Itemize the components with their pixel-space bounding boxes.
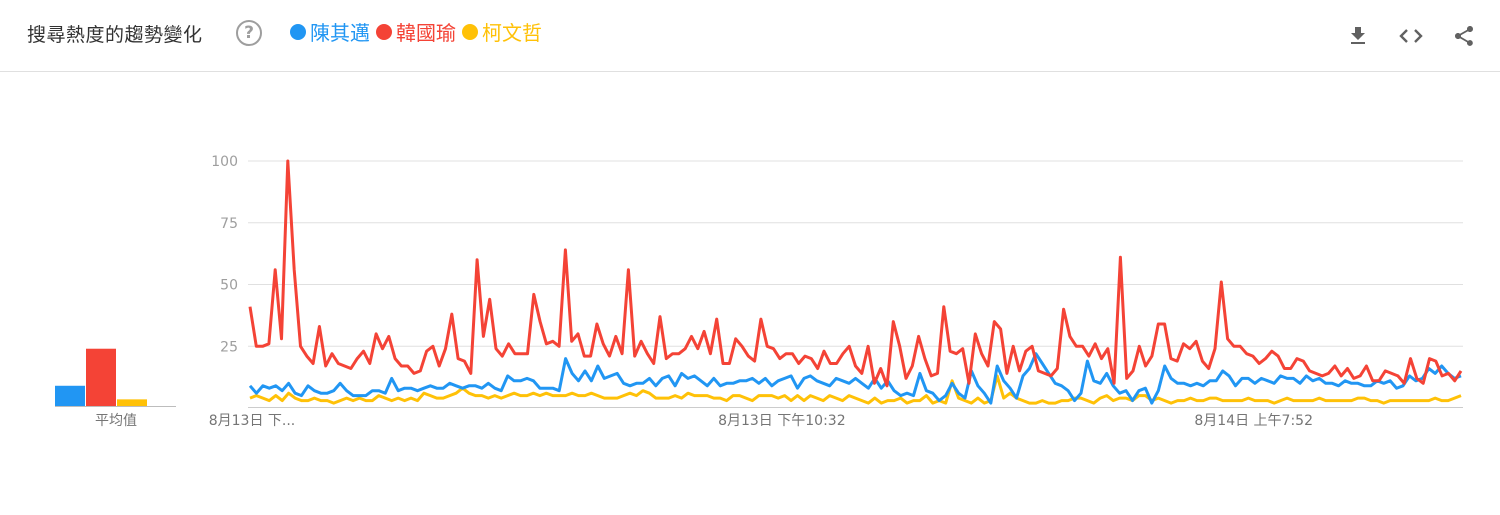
legend-dot bbox=[376, 23, 392, 40]
y-tick-label: 25 bbox=[220, 339, 238, 355]
y-tick-label: 50 bbox=[220, 278, 238, 294]
grid: 25 50 75 100 bbox=[211, 154, 1463, 408]
chart-title: 搜尋熱度的趨勢變化 bbox=[27, 24, 203, 46]
legend-dot bbox=[290, 23, 306, 40]
share-icon[interactable] bbox=[1446, 18, 1482, 54]
x-tick-label: 8月13日 下... bbox=[209, 413, 296, 429]
series-line bbox=[249, 374, 1462, 405]
toolbar bbox=[1323, 18, 1482, 54]
average-bar bbox=[86, 348, 116, 406]
x-tick-label: 8月14日 上午7:52 bbox=[1194, 413, 1313, 429]
series-line bbox=[248, 352, 1462, 405]
series-line bbox=[248, 159, 1463, 388]
x-tick-label: 8月13日 下午10:32 bbox=[718, 413, 846, 429]
average-bar bbox=[117, 399, 147, 406]
legend-dot bbox=[462, 23, 478, 40]
legend-item[interactable]: 柯文哲 bbox=[462, 17, 542, 46]
legend-item[interactable]: 韓國瑜 bbox=[376, 17, 456, 46]
legend-label: 韓國瑜 bbox=[396, 21, 456, 45]
help-icon[interactable]: ? bbox=[236, 20, 262, 46]
series-lines bbox=[248, 159, 1463, 405]
y-tick-label: 75 bbox=[220, 216, 238, 232]
legend: 陳其邁 韓國瑜 柯文哲 bbox=[290, 17, 548, 46]
download-icon[interactable] bbox=[1340, 18, 1376, 54]
legend-item[interactable]: 陳其邁 bbox=[290, 17, 370, 46]
average-bar bbox=[55, 385, 85, 406]
average-label: 平均值 bbox=[95, 413, 137, 429]
embed-icon[interactable] bbox=[1393, 18, 1429, 54]
x-axis-labels: 8月13日 下... 8月13日 下午10:32 8月14日 上午7:52 bbox=[209, 413, 1313, 429]
average-bars: 平均值 bbox=[55, 348, 176, 429]
legend-label: 柯文哲 bbox=[482, 21, 542, 45]
chart-header: 搜尋熱度的趨勢變化 ? 陳其邁 韓國瑜 柯文哲 bbox=[0, 0, 1500, 72]
y-tick-label: 100 bbox=[211, 154, 238, 170]
legend-label: 陳其邁 bbox=[310, 21, 370, 45]
